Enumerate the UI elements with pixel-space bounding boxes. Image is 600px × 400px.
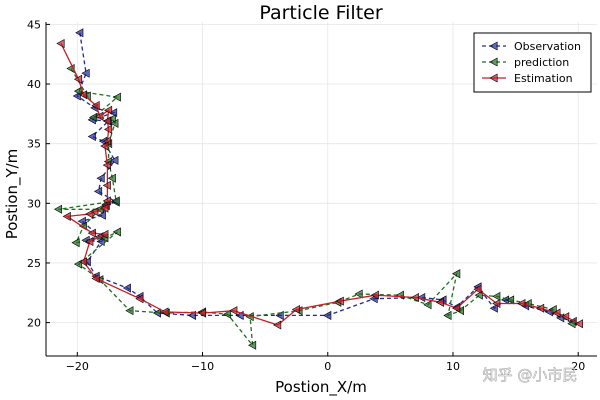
point-observation-18	[96, 236, 105, 246]
point-prediction-34	[492, 291, 501, 301]
y-tick-label-1: 25	[27, 257, 41, 270]
point-observation-21	[122, 283, 131, 293]
point-estimation-24	[160, 307, 169, 317]
point-estimation-20	[85, 236, 94, 246]
point-estimation-5	[103, 105, 113, 115]
point-estimation-6	[102, 116, 111, 126]
point-prediction-19	[125, 306, 134, 316]
point-estimation-14	[100, 203, 109, 213]
legend-label-estimation: Estimation	[514, 72, 573, 85]
point-estimation-22	[91, 273, 100, 283]
point-prediction-14	[71, 238, 80, 248]
point-estimation-0	[56, 38, 65, 48]
point-observation-14	[97, 210, 106, 220]
point-estimation-39	[561, 312, 570, 322]
x-tick-label-1: −10	[191, 360, 214, 373]
point-estimation-15	[90, 207, 99, 217]
x-tick-label-2: 0	[324, 360, 331, 373]
point-estimation-26	[229, 306, 238, 316]
point-estimation-25	[197, 308, 207, 318]
point-estimation-18	[87, 228, 96, 238]
legend-label-prediction: prediction	[514, 56, 569, 69]
point-estimation-30	[370, 290, 379, 300]
point-observation-7	[87, 132, 96, 142]
y-axis-label: Postion_Y/m	[3, 149, 22, 240]
point-estimation-16	[85, 209, 94, 219]
point-estimation-2	[78, 90, 88, 100]
point-estimation-17	[62, 211, 71, 221]
y-tick-label-4: 40	[27, 78, 41, 91]
point-observation-27	[323, 310, 332, 320]
y-tick-label-2: 30	[27, 197, 41, 210]
point-estimation-31	[410, 293, 419, 303]
point-estimation-40	[574, 319, 583, 329]
axes: −20 −10 0 10 20 20 25 30 35 40 45	[27, 18, 597, 373]
y-tick-label-0: 20	[27, 317, 41, 330]
point-prediction-16	[112, 227, 121, 237]
series-estimation	[56, 38, 583, 330]
x-tick-label-0: −20	[66, 360, 89, 373]
point-observation-11	[93, 186, 103, 196]
point-estimation-32	[435, 297, 444, 307]
point-estimation-37	[536, 303, 545, 313]
point-prediction-35	[505, 295, 515, 305]
point-estimation-23	[135, 294, 144, 304]
x-tick-label-4: 20	[571, 360, 585, 373]
point-estimation-7	[103, 124, 113, 134]
series-layer	[53, 28, 583, 350]
point-prediction-27	[354, 289, 363, 299]
point-prediction-9	[107, 173, 116, 183]
point-prediction-31	[443, 310, 452, 320]
point-estimation-29	[335, 296, 344, 306]
point-observation-2	[72, 91, 81, 101]
point-estimation-36	[517, 299, 526, 309]
point-prediction-5	[107, 114, 116, 124]
point-prediction-22	[222, 309, 232, 319]
point-prediction-3	[112, 92, 121, 102]
y-tick-label-3: 35	[27, 138, 41, 151]
point-observation-9	[110, 155, 119, 165]
point-observation-15	[77, 216, 86, 226]
point-estimation-11	[102, 180, 111, 190]
point-estimation-1	[73, 74, 83, 84]
point-prediction-11	[53, 204, 63, 214]
point-estimation-10	[102, 160, 111, 170]
point-estimation-19	[100, 229, 109, 239]
point-estimation-34	[473, 284, 482, 294]
y-tick-label-5: 45	[27, 18, 41, 31]
point-observation-0	[75, 28, 84, 38]
point-estimation-38	[552, 308, 561, 318]
point-observation-10	[96, 173, 105, 183]
point-estimation-3	[91, 100, 100, 111]
series-line-observation	[76, 32, 574, 323]
x-tick-label-3: 10	[446, 360, 460, 373]
point-estimation-21	[78, 257, 88, 267]
point-estimation-27	[273, 320, 282, 330]
point-estimation-28	[291, 304, 300, 314]
legend-label-observation: Observation	[514, 40, 581, 53]
watermark-text: 知乎 @小市民	[483, 366, 578, 384]
point-estimation-4	[95, 111, 104, 121]
point-prediction-30	[452, 269, 461, 279]
legend: Observation prediction Estimation	[473, 32, 592, 93]
point-estimation-33	[452, 303, 461, 313]
point-prediction-10	[111, 196, 120, 206]
point-estimation-9	[100, 141, 109, 151]
point-prediction-4	[88, 112, 98, 122]
legend-marker-prediction	[489, 57, 498, 67]
point-prediction-29	[423, 300, 432, 310]
x-axis-label: Postion_X/m	[275, 378, 367, 397]
point-estimation-35	[492, 299, 501, 309]
point-observation-1	[81, 68, 90, 78]
point-prediction-23	[248, 340, 257, 350]
legend-marker-estimation	[489, 73, 498, 83]
point-prediction-6	[110, 118, 119, 128]
legend-marker-observation	[489, 41, 498, 51]
chart-title: Particle Filter	[259, 2, 382, 24]
point-observation-33	[489, 303, 498, 313]
